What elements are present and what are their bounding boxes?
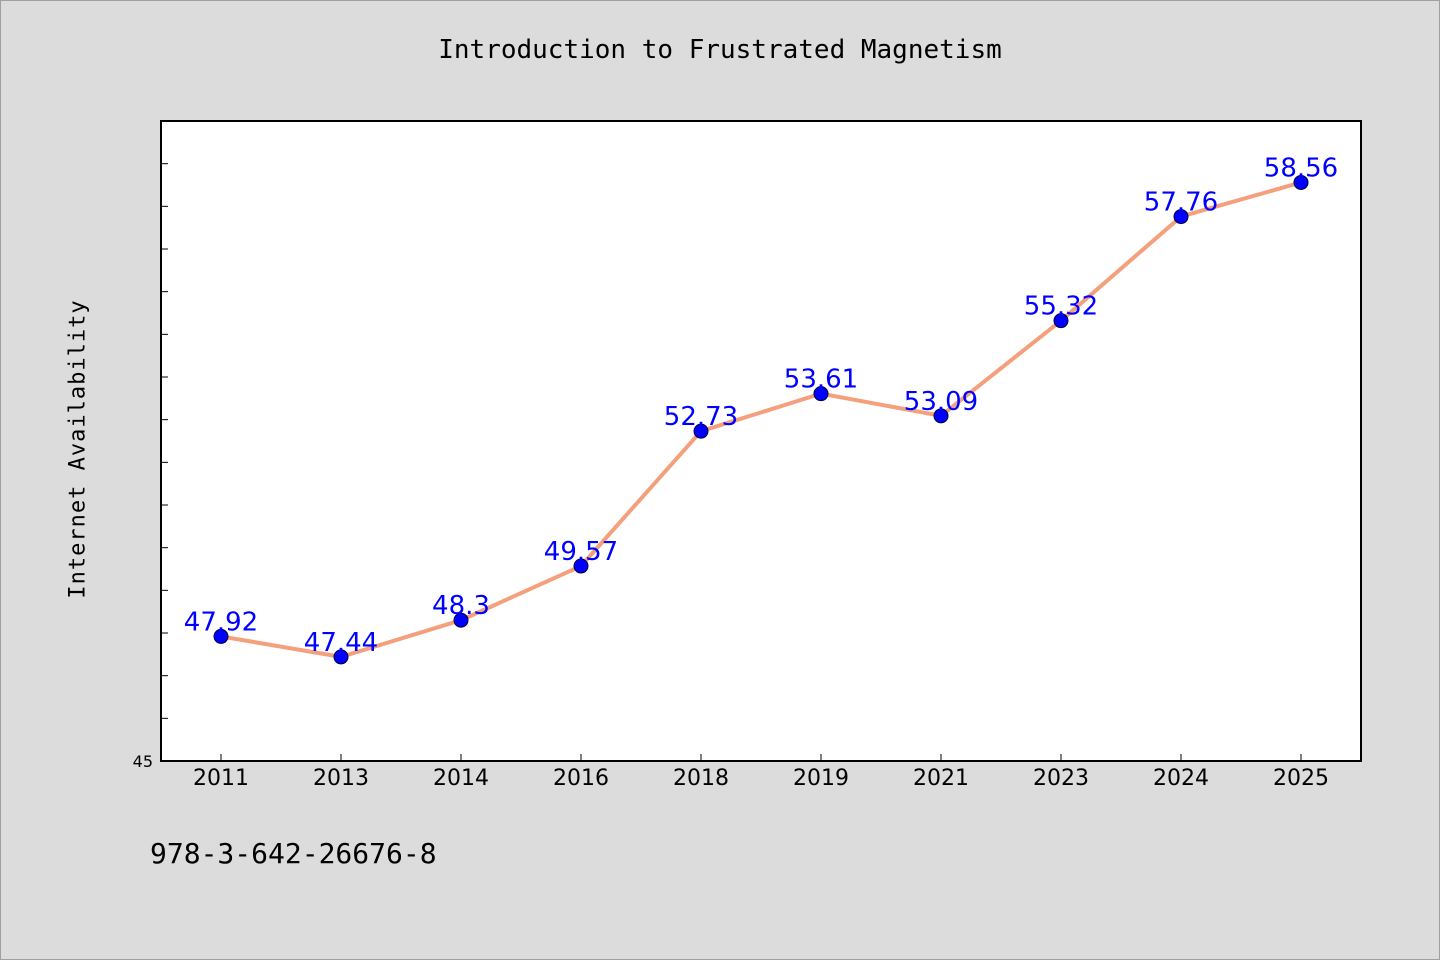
x-tick-label: 2019 bbox=[793, 766, 849, 791]
data-point bbox=[1053, 313, 1069, 329]
x-tick-label: 2016 bbox=[553, 766, 609, 791]
data-label: 47.44 bbox=[304, 628, 378, 658]
isbn-code: 978-3-642-26676-8 bbox=[150, 837, 437, 870]
data-point bbox=[933, 408, 949, 424]
data-point bbox=[1293, 174, 1309, 190]
data-point bbox=[573, 558, 589, 574]
x-tick-label: 2021 bbox=[913, 766, 969, 791]
data-label: 57.76 bbox=[1144, 188, 1218, 218]
plot-area bbox=[160, 120, 1362, 762]
data-label: 55.32 bbox=[1024, 292, 1098, 322]
data-point bbox=[333, 649, 349, 665]
x-tick-label: 2013 bbox=[313, 766, 369, 791]
data-label: 52.73 bbox=[664, 402, 738, 432]
data-label: 47.92 bbox=[184, 607, 258, 637]
data-label: 53.09 bbox=[904, 387, 978, 417]
x-tick-label: 2018 bbox=[673, 766, 729, 791]
data-point bbox=[813, 386, 829, 402]
x-tick-label: 2023 bbox=[1033, 766, 1089, 791]
y-tick-label: 45 bbox=[133, 752, 153, 771]
chart-title: Introduction to Frustrated Magnetism bbox=[438, 35, 1002, 65]
data-label: 58.56 bbox=[1264, 153, 1338, 183]
data-point bbox=[693, 423, 709, 439]
x-tick-label: 2025 bbox=[1273, 766, 1329, 791]
x-tick-label: 2011 bbox=[193, 766, 249, 791]
data-point bbox=[213, 628, 229, 644]
data-label: 53.61 bbox=[784, 365, 858, 395]
x-tick-label: 2014 bbox=[433, 766, 489, 791]
series-line bbox=[219, 180, 1303, 659]
data-label: 48.3 bbox=[432, 591, 490, 621]
x-tick-label: 2024 bbox=[1153, 766, 1209, 791]
data-label: 49.57 bbox=[544, 537, 618, 567]
data-point bbox=[453, 612, 469, 628]
data-point bbox=[1173, 209, 1189, 225]
